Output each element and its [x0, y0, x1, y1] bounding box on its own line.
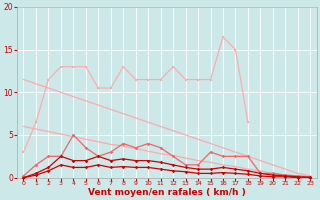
X-axis label: Vent moyen/en rafales ( km/h ): Vent moyen/en rafales ( km/h ) — [88, 188, 246, 197]
